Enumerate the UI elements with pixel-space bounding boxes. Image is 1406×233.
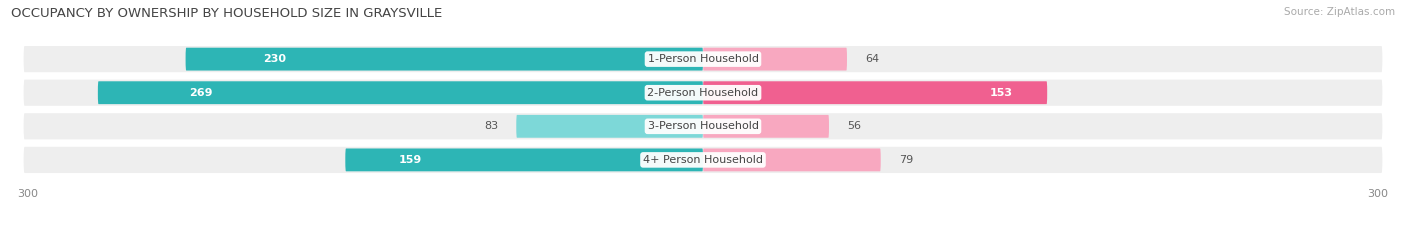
FancyBboxPatch shape <box>98 81 703 104</box>
Text: 3-Person Household: 3-Person Household <box>648 121 758 131</box>
Text: OCCUPANCY BY OWNERSHIP BY HOUSEHOLD SIZE IN GRAYSVILLE: OCCUPANCY BY OWNERSHIP BY HOUSEHOLD SIZE… <box>11 7 443 20</box>
FancyBboxPatch shape <box>24 113 1382 139</box>
Text: 56: 56 <box>846 121 860 131</box>
FancyBboxPatch shape <box>703 48 846 71</box>
Text: 159: 159 <box>399 155 422 165</box>
FancyBboxPatch shape <box>24 147 1382 173</box>
FancyBboxPatch shape <box>703 115 830 138</box>
Text: 230: 230 <box>263 54 287 64</box>
Text: 64: 64 <box>865 54 879 64</box>
FancyBboxPatch shape <box>516 115 703 138</box>
Text: 79: 79 <box>898 155 912 165</box>
FancyBboxPatch shape <box>186 48 703 71</box>
Text: 2-Person Household: 2-Person Household <box>647 88 759 98</box>
FancyBboxPatch shape <box>24 46 1382 72</box>
Text: Source: ZipAtlas.com: Source: ZipAtlas.com <box>1284 7 1395 17</box>
Text: 153: 153 <box>990 88 1012 98</box>
FancyBboxPatch shape <box>346 148 703 171</box>
Text: 83: 83 <box>484 121 498 131</box>
Text: 4+ Person Household: 4+ Person Household <box>643 155 763 165</box>
FancyBboxPatch shape <box>703 148 880 171</box>
Text: 1-Person Household: 1-Person Household <box>648 54 758 64</box>
FancyBboxPatch shape <box>703 81 1047 104</box>
FancyBboxPatch shape <box>24 80 1382 106</box>
Text: 269: 269 <box>188 88 212 98</box>
